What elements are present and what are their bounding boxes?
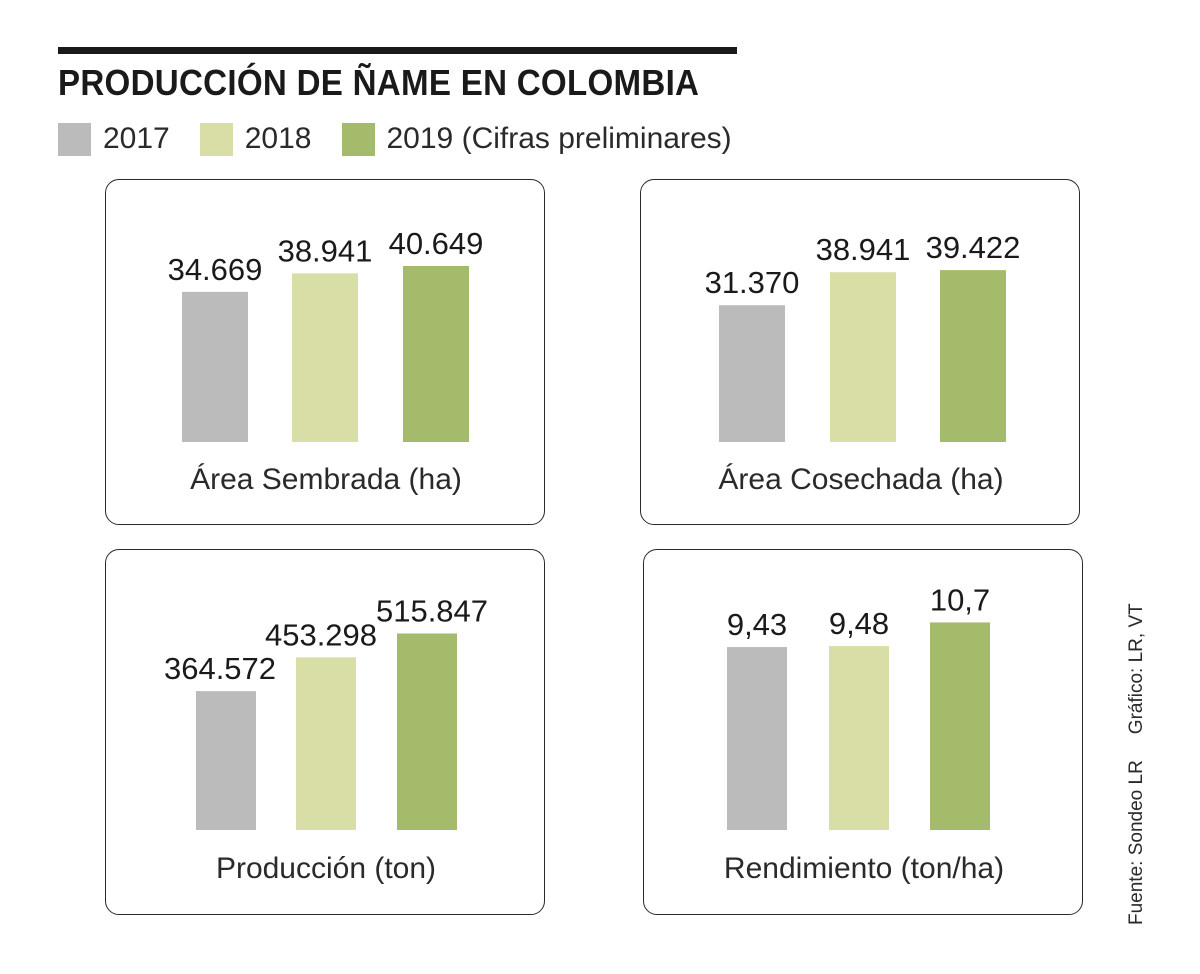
source-fuente: Fuente: Sondeo LR <box>1126 760 1147 925</box>
chart-area-sembrada: 34.669 38.941 40.649 Área Sembrada (ha) <box>168 226 484 496</box>
panel-caption: Área Sembrada (ha) <box>190 463 462 496</box>
panel-area-cosechada: 31.370 38.941 39.422 Área Cosechada (ha) <box>640 179 1080 525</box>
value-label-2017: 364.572 <box>164 651 276 686</box>
value-label-2017: 31.370 <box>705 265 800 300</box>
panel-caption: Rendimiento (ton/ha) <box>724 852 1004 885</box>
bar-2017 <box>196 691 256 830</box>
value-label-2017: 34.669 <box>168 252 263 287</box>
value-label-2019: 40.649 <box>389 226 484 261</box>
value-label-2018: 38.941 <box>278 233 373 268</box>
legend-item-2018: 2018 <box>199 122 312 156</box>
bar-2019 <box>930 622 990 830</box>
bar-2019 <box>940 270 1006 442</box>
chart-title: PRODUCCIÓN DE ÑAME EN COLOMBIA <box>58 62 700 103</box>
title-rule <box>58 47 737 54</box>
value-label-2018: 453.298 <box>265 617 377 652</box>
legend-swatch-2019 <box>341 122 375 156</box>
bar-2017 <box>719 305 785 442</box>
source-credits: Fuente: Sondeo LR Gráfico: LR, VT <box>1126 603 1148 925</box>
value-label-2019: 515.847 <box>376 593 488 628</box>
panel-produccion: 364.572 453.298 515.847 Producción (ton) <box>105 549 545 915</box>
legend-item-2019: 2019 (Cifras preliminares) <box>341 122 732 156</box>
chart-area-cosechada: 31.370 38.941 39.422 Área Cosechada (ha) <box>705 230 1021 496</box>
legend-item-2017: 2017 <box>58 122 170 156</box>
bar-2019 <box>397 633 457 830</box>
bar-2018 <box>296 657 356 830</box>
value-label-2019: 10,7 <box>930 582 990 617</box>
bar-2018 <box>292 273 358 442</box>
legend-label-2019: 2019 (Cifras preliminares) <box>386 122 732 155</box>
legend-swatch-2018 <box>199 122 233 156</box>
bar-2018 <box>829 646 889 830</box>
source-grafico: Gráfico: LR, VT <box>1126 603 1147 735</box>
value-label-2018: 9,48 <box>829 606 889 641</box>
panel-rendimiento: 9,43 9,48 10,7 Rendimiento (ton/ha) <box>643 549 1083 915</box>
value-label-2018: 38.941 <box>816 232 911 267</box>
chart-rendimiento: 9,43 9,48 10,7 Rendimiento (ton/ha) <box>724 582 1004 885</box>
bar-2017 <box>727 647 787 830</box>
legend-label-2018: 2018 <box>244 122 312 155</box>
legend-label-2017: 2017 <box>103 122 170 155</box>
panel-caption: Área Cosechada (ha) <box>718 463 1003 496</box>
panel-area-sembrada: 34.669 38.941 40.649 Área Sembrada (ha) <box>105 179 545 525</box>
bar-2018 <box>830 272 896 442</box>
value-label-2017: 9,43 <box>727 607 787 642</box>
legend: 2017 2018 2019 (Cifras preliminares) <box>58 121 762 157</box>
legend-swatch-2017 <box>58 122 91 156</box>
panel-caption: Producción (ton) <box>216 852 436 885</box>
bar-2019 <box>403 265 469 442</box>
bar-2017 <box>182 291 248 442</box>
value-label-2019: 39.422 <box>926 230 1021 265</box>
